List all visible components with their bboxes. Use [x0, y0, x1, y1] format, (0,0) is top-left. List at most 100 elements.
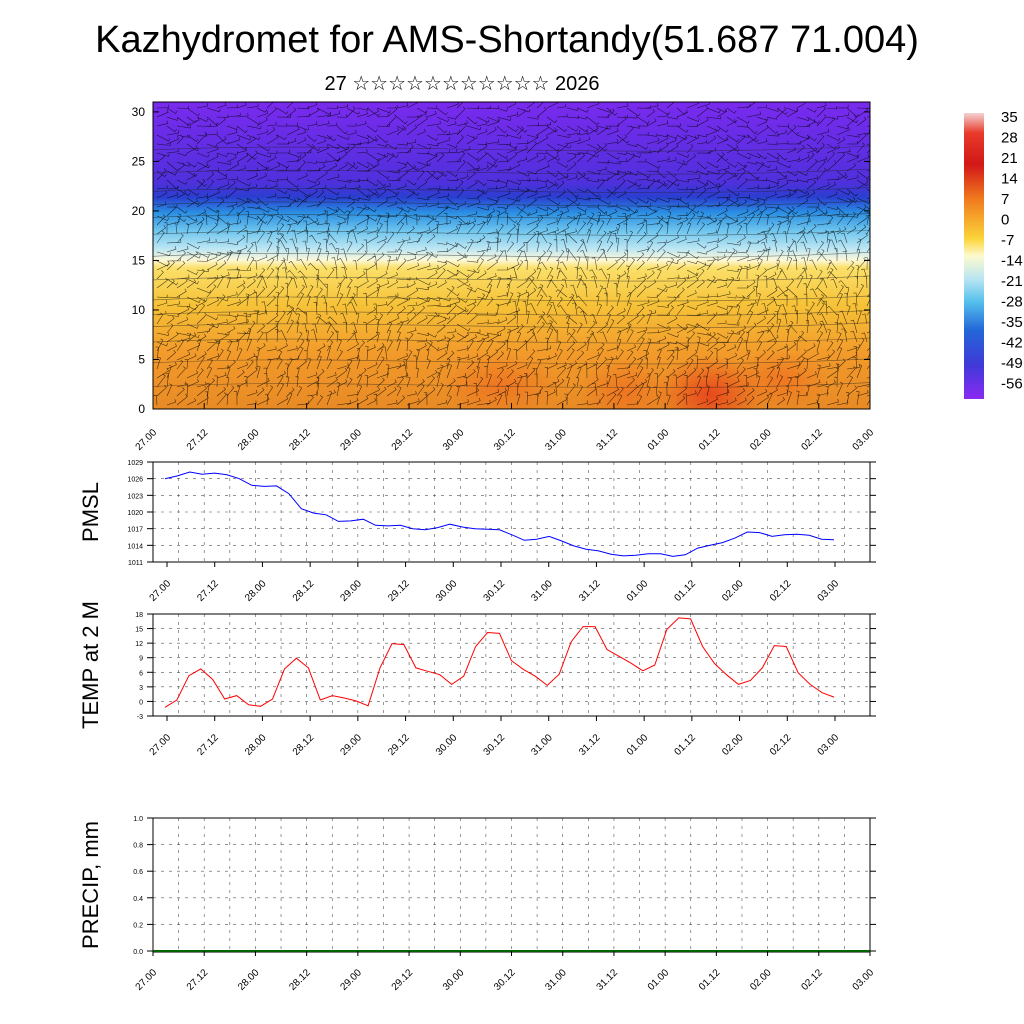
x-tick-label: 01.00 [646, 427, 672, 453]
hotspot [580, 357, 670, 409]
streamline [153, 229, 870, 236]
x-tick-label: 02.00 [748, 967, 774, 993]
x-tick-label: 29.00 [339, 578, 365, 604]
x-tick-label: 31.00 [529, 578, 555, 604]
colorbar-label: -28 [1001, 294, 1023, 311]
section-x-axis: 27.00 27.12 28.00 28.12 29.00 29.12 30.00 30.12… [134, 403, 877, 453]
x-tick-label: 30.00 [441, 967, 467, 993]
colorbar-label: 14 [1001, 171, 1018, 188]
streamline [153, 358, 870, 365]
x-tick-label: 02.00 [748, 427, 774, 453]
y-tick-label: 15 [135, 627, 143, 634]
pmsl-series-line [164, 471, 835, 557]
colorbar-label: 35 [1001, 109, 1018, 126]
x-tick-label: 02.12 [768, 578, 794, 604]
hotspot [730, 350, 830, 409]
y-tick-label: 6 [139, 670, 143, 677]
pmsl-axes: 1011 1014 1017 1020 1023 1026 1029 27.00 27.12 28… [127, 460, 876, 604]
y-tick-label: -3 [137, 714, 143, 721]
wind-barbs [153, 102, 870, 406]
streamline [153, 200, 870, 207]
y-tick-label: 12 [135, 641, 143, 648]
y-tick-label: 0 [138, 402, 145, 416]
y-tick-label: 1017 [127, 527, 143, 534]
x-tick-label: 31.12 [595, 427, 621, 453]
x-tick-label: 31.12 [577, 578, 603, 604]
colorbar-labels: 35 28 21 14 7 0 -7 -14 -21 -28 -35 -42 -49 -56 [1001, 109, 1023, 393]
x-tick-label: 01.00 [625, 732, 651, 758]
x-tick-label: 31.12 [577, 732, 603, 758]
wind-barb-strokes [153, 102, 870, 406]
precip-axes: 0.0 0.2 0.4 0.6 0.8 1.0 27.00 27.12 28.00 28.12 29… [133, 816, 876, 993]
x-tick-label: 28.12 [291, 578, 317, 604]
streamline [153, 213, 870, 219]
y-tick-label: 1.0 [133, 816, 143, 823]
streamline [153, 145, 870, 152]
x-tick-label: 27.00 [134, 967, 160, 993]
y-tick-label: 1023 [127, 493, 143, 500]
x-tick-label: 27.00 [134, 427, 160, 453]
streamline [153, 295, 870, 302]
temp-frame [152, 613, 871, 717]
x-tick-label: 01.12 [673, 578, 699, 604]
x-tick-label: 01.12 [697, 427, 723, 453]
streamline [153, 252, 870, 258]
y-tick-label: 0.6 [133, 869, 143, 876]
colorbar-label: 7 [1001, 191, 1009, 208]
x-tick-label: 28.12 [291, 732, 317, 758]
x-tick-label: 29.00 [339, 967, 365, 993]
streamline [153, 187, 870, 193]
x-tick-label: 29.00 [339, 427, 365, 453]
x-tick-label: 29.12 [386, 578, 412, 604]
x-tick-label: 30.12 [492, 967, 518, 993]
colorbar-label: 0 [1001, 212, 1009, 229]
x-tick-label: 28.12 [287, 967, 313, 993]
precip-grid [152, 817, 871, 952]
streamline [153, 275, 870, 282]
x-tick-label: 30.00 [441, 427, 467, 453]
x-tick-label: 31.00 [543, 427, 569, 453]
x-tick-label: 31.00 [529, 732, 555, 758]
x-tick-label: 27.12 [185, 967, 211, 993]
temp-grid [152, 613, 871, 717]
x-tick-label: 30.12 [482, 578, 508, 604]
x-tick-label: 27.12 [185, 427, 211, 453]
colorbar-label: -56 [1001, 376, 1023, 393]
y-tick-label: 1020 [127, 510, 143, 517]
streamline [153, 382, 870, 388]
x-tick-label: 03.00 [851, 427, 877, 453]
x-tick-label: 27.00 [148, 732, 174, 758]
colorbar-label: -42 [1001, 335, 1023, 352]
x-tick-label: 03.00 [851, 967, 877, 993]
pmsl-ylabel: PMSL [78, 482, 103, 542]
x-tick-label: 31.12 [595, 967, 621, 993]
y-tick-label: 25 [132, 154, 146, 168]
section-y-axis: 0 5 10 15 20 25 30 [132, 105, 870, 416]
x-tick-label: 02.12 [768, 732, 794, 758]
colorbar-label: 21 [1001, 150, 1018, 167]
x-tick-label: 02.12 [799, 427, 825, 453]
pmsl-grid [152, 461, 871, 563]
streamline [153, 337, 870, 344]
x-tick-label: 29.12 [386, 732, 412, 758]
x-tick-label: 29.00 [339, 732, 365, 758]
x-tick-label: 30.12 [482, 732, 508, 758]
y-tick-label: 10 [132, 303, 146, 317]
x-tick-label: 01.00 [646, 967, 672, 993]
x-tick-label: 27.12 [195, 732, 221, 758]
temp-series-line [164, 617, 835, 708]
x-tick-label: 29.12 [390, 427, 416, 453]
y-tick-label: 0.0 [133, 949, 143, 956]
x-tick-label: 30.00 [434, 732, 460, 758]
x-tick-label: 01.12 [697, 967, 723, 993]
y-tick-label: 9 [139, 656, 143, 663]
precip-panel: 0.0 0.2 0.4 0.6 0.8 1.0 27.00 27.12 28.00 28.12 29… [78, 816, 876, 993]
streamline [153, 322, 870, 329]
streamline [153, 168, 870, 175]
y-tick-label: 0 [139, 699, 143, 706]
colorbar-label: 28 [1001, 130, 1018, 147]
colorbar-strip [964, 113, 984, 399]
x-tick-label: 03.00 [816, 732, 842, 758]
x-tick-label: 28.00 [243, 732, 269, 758]
